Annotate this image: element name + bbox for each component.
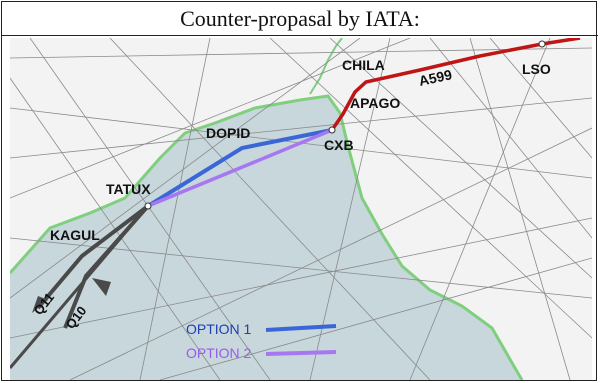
waypoint-label-chila: CHILA	[342, 57, 385, 73]
q10-arrow-icon	[92, 278, 111, 296]
waypoint-label-dopid: DOPID	[206, 125, 250, 141]
waypoint-label-tatux: TATUX	[106, 181, 151, 197]
legend-option2-label: OPTION 2	[186, 345, 252, 361]
coastline	[10, 94, 524, 380]
legend-option1-label: OPTION 1	[186, 321, 252, 337]
waypoint-marker-tatux	[144, 202, 152, 210]
route-q11	[36, 204, 150, 310]
waypoint-label-kagul: KAGUL	[50, 227, 100, 243]
option1-route	[146, 128, 333, 208]
route-network	[10, 38, 592, 380]
existing-route-a599	[330, 38, 581, 131]
waypoint-label-apago: APAGO	[350, 95, 400, 111]
airspace-map: CHILA APAGO LSO DOPID CXB TATUX KAGUL A5…	[10, 38, 592, 380]
figure-title: Counter-propasal by IATA:	[180, 6, 420, 31]
waypoint-marker-lso	[538, 40, 546, 48]
legend: OPTION 1 OPTION 2	[186, 321, 337, 361]
title-divider	[2, 35, 598, 36]
route-south	[10, 205, 150, 369]
waypoint-label-cxb: CXB	[324, 137, 354, 153]
legend-option1-swatch	[265, 324, 337, 332]
option2-route	[147, 128, 333, 208]
waypoint-label-lso: LSO	[522, 61, 551, 77]
airway-label-a599: A599	[417, 66, 453, 89]
waypoint-marker-cxb	[328, 126, 336, 134]
sea-area	[10, 96, 522, 380]
delta-coastline	[309, 38, 343, 95]
map-canvas: CHILA APAGO LSO DOPID CXB TATUX KAGUL A5…	[10, 38, 592, 380]
q11-arrow-icon	[32, 296, 48, 313]
legend-option2-swatch	[265, 350, 337, 356]
